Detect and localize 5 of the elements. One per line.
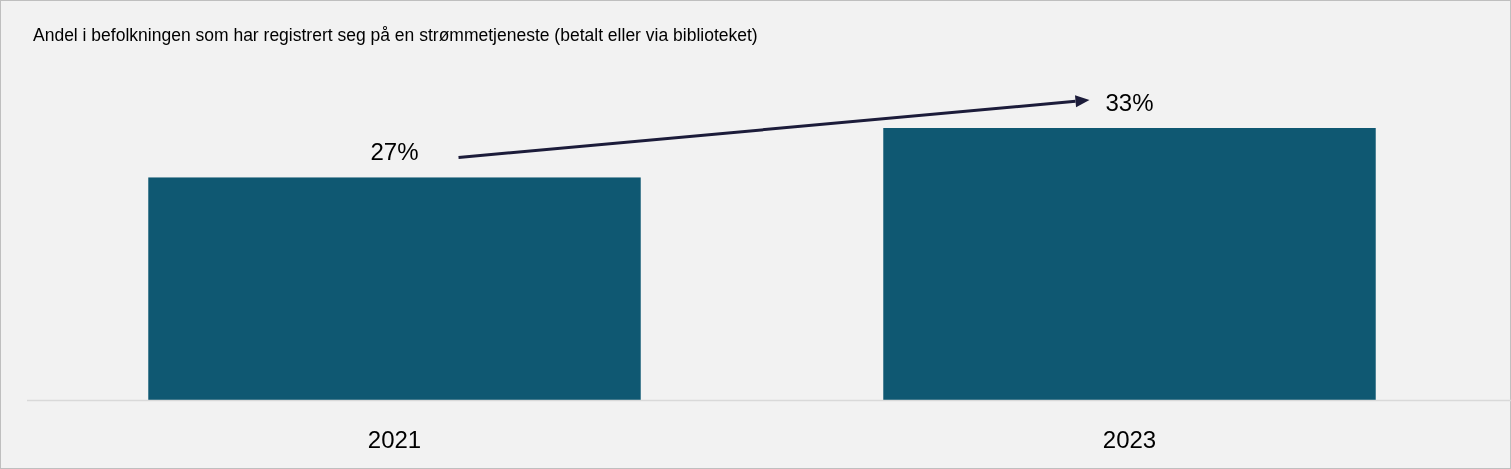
data-label: 33% <box>1105 89 1154 116</box>
chart-title: Andel i befolkningen som har registrert seg på en strømmetjeneste (betalt eller via biblioteket) <box>33 25 758 45</box>
x-tick-label: 2023 <box>1102 426 1157 453</box>
data-label: 27% <box>370 138 419 166</box>
x-tick-label: 2021 <box>367 426 422 453</box>
